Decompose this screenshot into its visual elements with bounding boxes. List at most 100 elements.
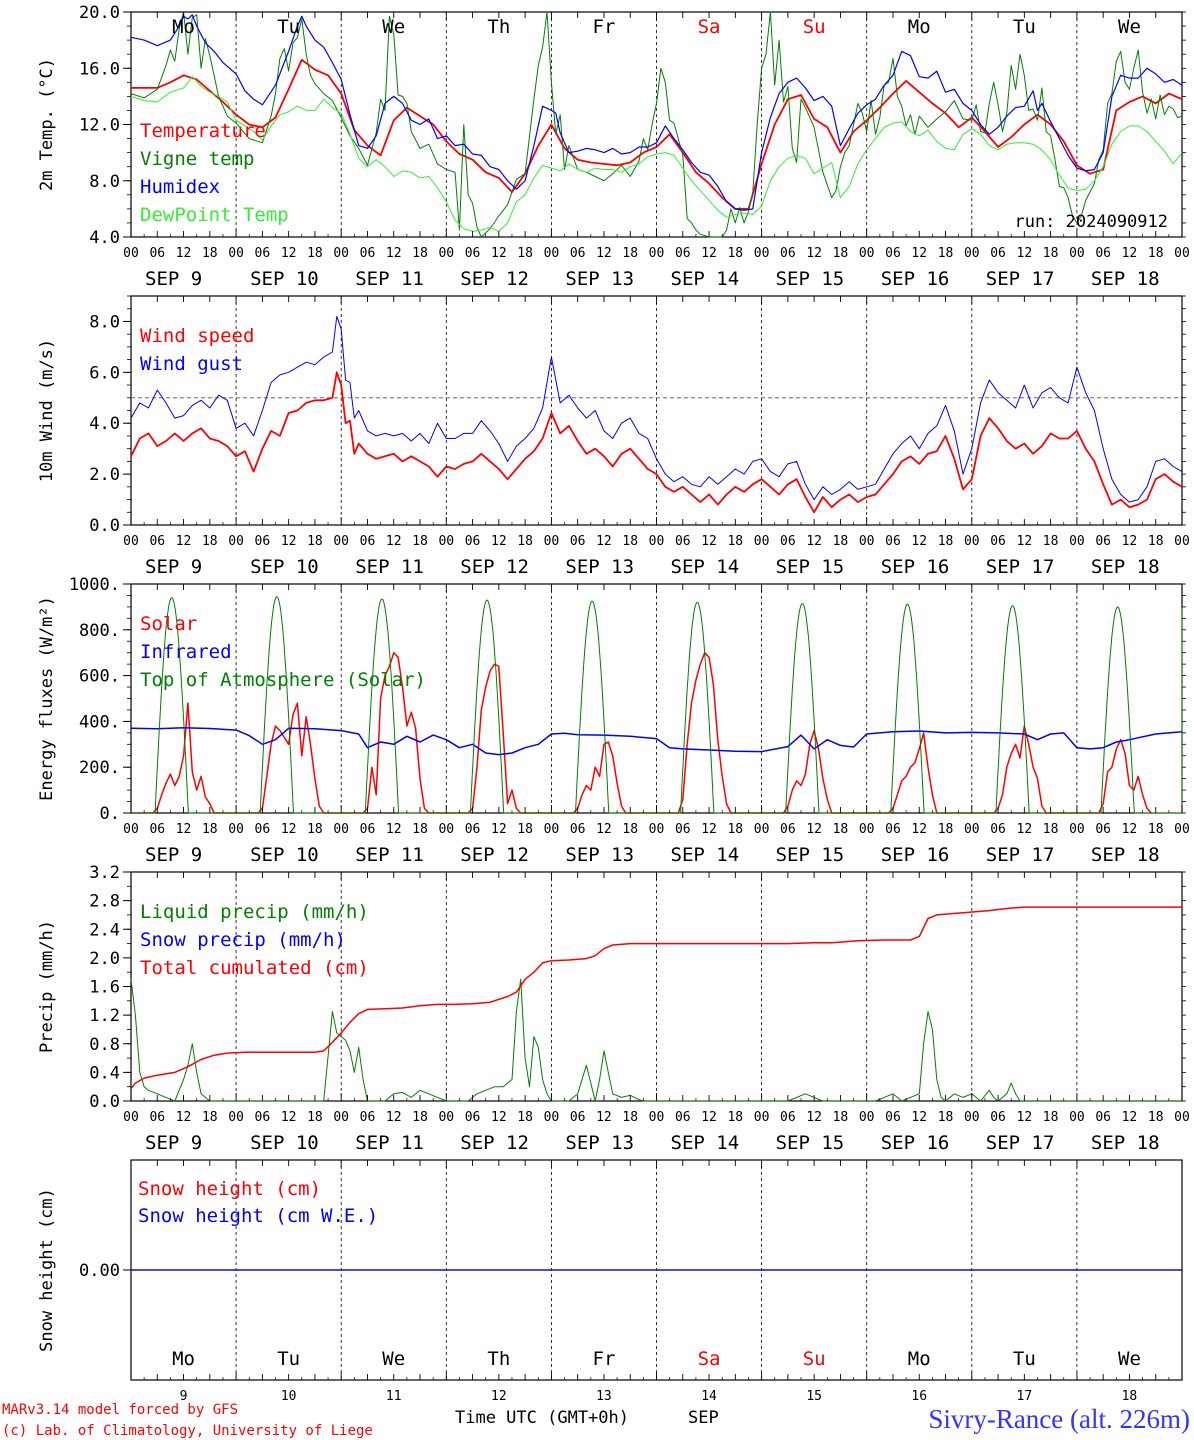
hour-label: 00 (438, 246, 454, 261)
hour-label: 12 (1122, 822, 1138, 837)
legend-entry: Liquid precip (mm/h) (140, 901, 369, 923)
date-label: SEP 10 (250, 268, 319, 290)
hour-label: 00 (859, 1110, 875, 1125)
hour-label: 18 (1148, 1110, 1164, 1125)
hour-label: 00 (228, 822, 244, 837)
hour-label: 18 (938, 1110, 954, 1125)
hour-label: 12 (491, 246, 507, 261)
hour-label: 18 (727, 534, 743, 549)
date-label: SEP 16 (881, 844, 950, 866)
hour-label: 06 (149, 822, 165, 837)
hour-label: 06 (570, 246, 586, 261)
day-of-week-label: Tu (277, 1348, 300, 1370)
date-label: SEP 10 (250, 1132, 319, 1154)
hour-label: 12 (701, 1110, 717, 1125)
hour-label: 12 (596, 822, 612, 837)
hour-label: 18 (307, 534, 323, 549)
y-axis-label: Precip (mm/h) (37, 920, 57, 1053)
hour-label: 06 (780, 246, 796, 261)
hour-label: 00 (544, 1110, 560, 1125)
hour-label: 12 (281, 1110, 297, 1125)
hour-label: 00 (333, 534, 349, 549)
date-label: SEP 9 (145, 268, 202, 290)
hour-label: 00 (649, 246, 665, 261)
y-tick-label: 8.0 (89, 172, 120, 192)
run-label: run: 2024090912 (1014, 212, 1168, 232)
hour-label: 12 (911, 534, 927, 549)
footer-lab-credit: (c) Lab. of Climatology, University of L… (2, 1423, 373, 1439)
date-label: SEP 12 (460, 844, 529, 866)
hour-label: 12 (1017, 822, 1033, 837)
date-label: SEP 16 (881, 1132, 950, 1154)
series-temp-2 (130, 14, 1183, 211)
hour-label: 18 (202, 1110, 218, 1125)
hour-label: 06 (990, 822, 1006, 837)
day-of-week-label: Th (487, 16, 510, 38)
y-tick-label: 1.6 (89, 978, 120, 998)
legend-entry: Temperature (140, 120, 266, 142)
y-axis-label: Energy fluxes (W/m²) (37, 596, 57, 801)
date-label: SEP 13 (565, 1132, 634, 1154)
hour-label: 12 (1017, 1110, 1033, 1125)
hour-label: 18 (727, 822, 743, 837)
hour-label: 12 (806, 534, 822, 549)
date-label: SEP 12 (460, 1132, 529, 1154)
y-tick-label: 2.0 (89, 949, 120, 969)
hour-label: 18 (202, 822, 218, 837)
hour-label: 18 (517, 246, 533, 261)
hour-label: 06 (1095, 246, 1111, 261)
y-tick-label: 0.4 (89, 1063, 120, 1083)
hour-label: 00 (123, 822, 139, 837)
y-tick-label: 0.0 (89, 1092, 120, 1112)
day-number-label: 13 (596, 1389, 612, 1404)
hour-label: 06 (990, 1110, 1006, 1125)
hour-label: 00 (1069, 1110, 1085, 1125)
hour-label: 06 (360, 1110, 376, 1125)
day-of-week-label: Sa (698, 16, 721, 38)
hour-label: 12 (701, 822, 717, 837)
hour-label: 12 (806, 822, 822, 837)
hour-label: 06 (570, 534, 586, 549)
date-label: SEP 17 (986, 844, 1055, 866)
hour-label: 18 (938, 534, 954, 549)
x-axis-label: Time UTC (GMT+0h) (455, 1408, 629, 1428)
hour-label: 12 (1122, 246, 1138, 261)
date-label: SEP 18 (1091, 844, 1160, 866)
hour-label: 00 (649, 534, 665, 549)
hour-label: 12 (911, 1110, 927, 1125)
hour-label: 00 (754, 534, 770, 549)
hour-label: 18 (307, 822, 323, 837)
hour-label: 12 (911, 246, 927, 261)
series-energy-0 (131, 651, 1152, 814)
station-label: Sivry-Rance (alt. 226m) (928, 1404, 1190, 1434)
month-label: SEP (688, 1408, 719, 1428)
date-label: SEP 18 (1091, 1132, 1160, 1154)
hour-label: 18 (833, 822, 849, 837)
y-tick-label: 0.00 (79, 1261, 120, 1281)
day-of-week-label: Sa (698, 1348, 721, 1370)
legend-entry: Humidex (140, 176, 220, 198)
y-tick-label: 1.2 (89, 1006, 120, 1026)
series-precip-2 (130, 906, 1182, 1090)
y-tick-label: 4.0 (89, 414, 120, 434)
day-number-label: 11 (386, 1389, 402, 1404)
hour-label: 06 (780, 534, 796, 549)
hour-label: 12 (806, 1110, 822, 1125)
hour-label: 12 (1017, 534, 1033, 549)
hour-label: 00 (333, 822, 349, 837)
hour-label: 00 (1174, 822, 1190, 837)
hour-label: 00 (649, 822, 665, 837)
day-of-week-label: We (382, 1348, 405, 1370)
hour-label: 00 (859, 534, 875, 549)
hour-label: 06 (465, 246, 481, 261)
legend-entry: Wind gust (140, 353, 243, 375)
hour-label: 00 (228, 534, 244, 549)
hour-label: 00 (1069, 534, 1085, 549)
hour-label: 06 (465, 822, 481, 837)
hour-label: 12 (596, 246, 612, 261)
date-label: SEP 11 (355, 268, 424, 290)
date-label: SEP 13 (565, 556, 634, 578)
legend-entry: Infrared (140, 641, 232, 663)
hour-label: 00 (1174, 246, 1190, 261)
day-of-week-label: Tu (1013, 16, 1036, 38)
